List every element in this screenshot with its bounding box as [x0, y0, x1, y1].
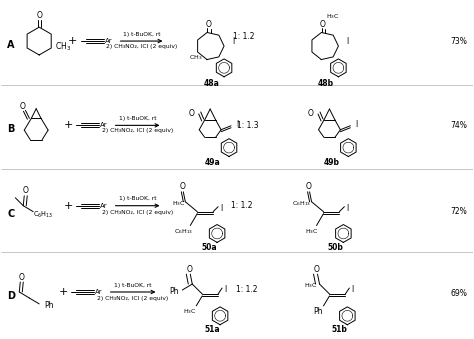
- Text: 2) CH₃NO₂, ICl (2 equiv): 2) CH₃NO₂, ICl (2 equiv): [102, 128, 173, 133]
- Text: 1: 1.2: 1: 1.2: [236, 284, 258, 294]
- Text: 73%: 73%: [450, 37, 467, 45]
- Text: O: O: [205, 20, 211, 29]
- Text: 51b: 51b: [331, 325, 347, 334]
- Text: I: I: [346, 37, 348, 45]
- Text: 1) t-BuOK, rt: 1) t-BuOK, rt: [119, 116, 156, 121]
- Text: A: A: [8, 40, 15, 50]
- Text: I: I: [236, 120, 238, 129]
- Text: H$_3$C: H$_3$C: [183, 307, 197, 316]
- Text: +: +: [64, 120, 73, 131]
- Text: O: O: [188, 109, 194, 118]
- Text: +: +: [58, 287, 68, 297]
- Text: Ar: Ar: [100, 122, 108, 128]
- Text: Ar: Ar: [105, 38, 112, 44]
- Text: 2) CH₃NO₂, ICl (2 equiv): 2) CH₃NO₂, ICl (2 equiv): [106, 43, 177, 48]
- Text: Ph: Ph: [313, 307, 322, 316]
- Text: O: O: [22, 186, 28, 195]
- Text: Ph: Ph: [170, 287, 179, 297]
- Text: I: I: [355, 120, 357, 129]
- Text: 72%: 72%: [450, 207, 467, 216]
- Text: O: O: [306, 182, 311, 191]
- Text: 2) CH₃NO₂, ICl (2 equiv): 2) CH₃NO₂, ICl (2 equiv): [102, 210, 173, 215]
- Text: CH$_3$: CH$_3$: [55, 41, 71, 53]
- Text: O: O: [186, 265, 192, 274]
- Text: C: C: [8, 208, 15, 219]
- Text: H$_3$C: H$_3$C: [305, 227, 319, 236]
- Text: 48b: 48b: [318, 79, 334, 88]
- Text: +: +: [64, 201, 73, 211]
- Text: 1: 1.2: 1: 1.2: [231, 201, 253, 210]
- Text: 48a: 48a: [203, 79, 219, 88]
- Text: 69%: 69%: [450, 290, 467, 298]
- Text: 49b: 49b: [323, 158, 339, 167]
- Text: H$_3$C: H$_3$C: [172, 199, 185, 208]
- Text: 1) t-BuOK, rt: 1) t-BuOK, rt: [119, 196, 156, 201]
- Text: +: +: [68, 36, 78, 46]
- Text: Ph: Ph: [45, 301, 54, 311]
- Text: I: I: [346, 204, 348, 213]
- Text: 1) t-BuOK, rt: 1) t-BuOK, rt: [123, 32, 160, 37]
- Text: 1: 1.2: 1: 1.2: [233, 32, 255, 41]
- Text: Ar: Ar: [95, 289, 103, 295]
- Text: O: O: [308, 109, 313, 118]
- Text: I: I: [351, 284, 354, 294]
- Text: 1) t-BuOK, rt: 1) t-BuOK, rt: [114, 282, 151, 287]
- Text: B: B: [8, 124, 15, 134]
- Text: H$_3$C: H$_3$C: [326, 12, 339, 21]
- Text: I: I: [220, 204, 222, 213]
- Text: O: O: [19, 102, 26, 111]
- Text: H$_3$C: H$_3$C: [304, 282, 318, 291]
- Text: O: O: [36, 11, 43, 20]
- Text: 1: 1.3: 1: 1.3: [237, 121, 259, 130]
- Text: O: O: [18, 273, 24, 282]
- Text: D: D: [8, 291, 15, 301]
- Text: C$_6$H$_{13}$: C$_6$H$_{13}$: [173, 227, 193, 236]
- Text: Ar: Ar: [100, 203, 108, 209]
- Text: C$_6$H$_{13}$: C$_6$H$_{13}$: [292, 199, 311, 208]
- Text: C$_6$H$_{13}$: C$_6$H$_{13}$: [33, 210, 54, 220]
- Text: O: O: [319, 20, 326, 29]
- Text: I: I: [224, 284, 226, 294]
- Text: 2) CH₃NO₂, ICl (2 equiv): 2) CH₃NO₂, ICl (2 equiv): [97, 296, 168, 301]
- Text: 50a: 50a: [201, 243, 217, 252]
- Text: 51a: 51a: [204, 325, 220, 334]
- Text: O: O: [314, 265, 319, 274]
- Text: I: I: [232, 37, 234, 45]
- Text: 49a: 49a: [204, 158, 220, 167]
- Text: 50b: 50b: [328, 243, 343, 252]
- Text: CH$_3$: CH$_3$: [189, 54, 202, 62]
- Text: O: O: [179, 182, 185, 191]
- Text: 74%: 74%: [450, 121, 467, 130]
